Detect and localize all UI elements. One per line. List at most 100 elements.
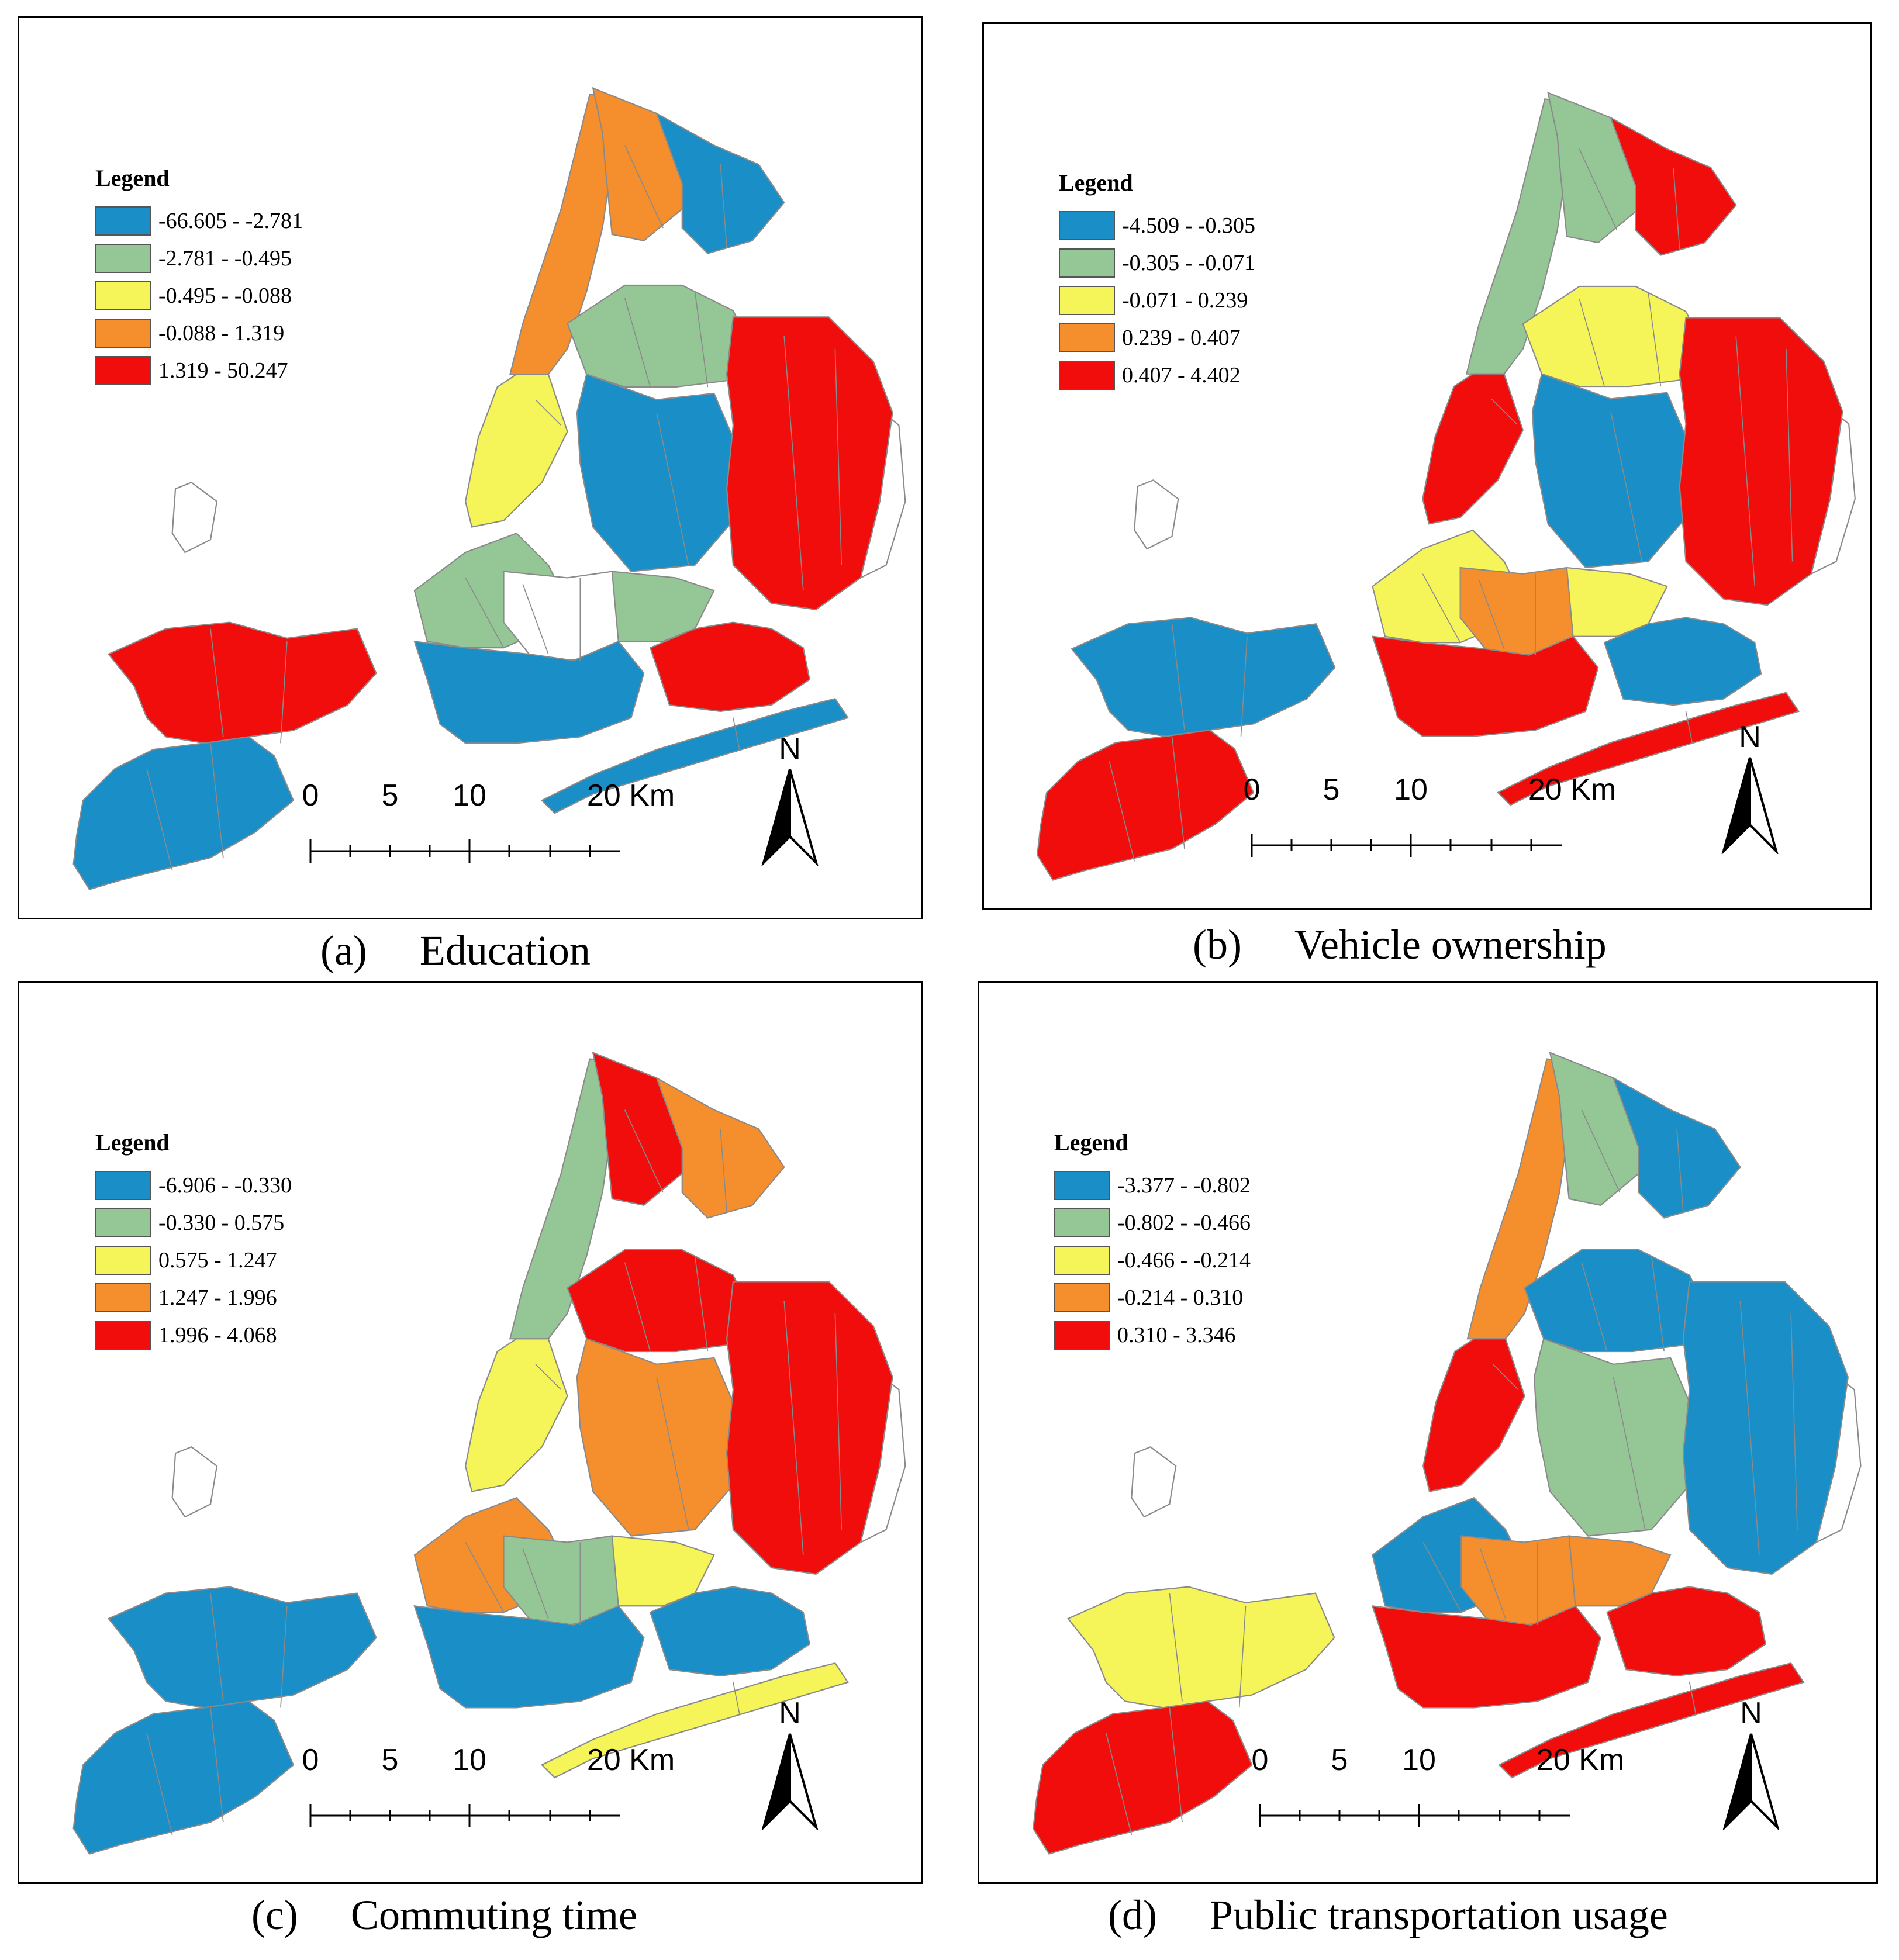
map-region-si-north bbox=[1067, 1586, 1335, 1709]
tract-boundary bbox=[834, 348, 843, 565]
tract-boundary bbox=[465, 1542, 505, 1613]
legend-item: -6.906 - -0.330 bbox=[95, 1167, 292, 1204]
tract-boundary bbox=[1238, 1606, 1247, 1708]
map-region-qn-north bbox=[1524, 1249, 1710, 1353]
map-region-jamaica-bay bbox=[649, 1586, 810, 1677]
scale-label: 5 bbox=[381, 779, 399, 813]
legend-label: -0.330 - 0.575 bbox=[158, 1211, 285, 1235]
legend-item: 0.575 - 1.247 bbox=[95, 1242, 292, 1279]
legend-item: -0.495 - -0.088 bbox=[95, 277, 303, 314]
scale-bar: 0 5 10 20 Km bbox=[1234, 772, 1616, 866]
map-region-bk-south bbox=[1371, 635, 1599, 737]
choropleth-map bbox=[72, 1051, 906, 1855]
tract-boundary bbox=[1786, 348, 1793, 562]
legend-title: Legend bbox=[1059, 170, 1133, 196]
legend-swatch bbox=[1059, 323, 1115, 352]
caption-d: (d) Public transportation usage bbox=[1108, 1891, 1668, 1940]
tract-boundary bbox=[1735, 336, 1756, 587]
scale-label: 10 bbox=[1402, 1743, 1436, 1777]
tract-boundary bbox=[1581, 1262, 1608, 1352]
caption-letter: (d) bbox=[1108, 1892, 1157, 1938]
map-region-qn-east bbox=[726, 316, 893, 611]
scale-ticks bbox=[1251, 834, 1562, 857]
north-arrow-icon bbox=[761, 1733, 819, 1831]
legend-item: 1.319 - 50.247 bbox=[95, 352, 303, 389]
legend: Legend -66.605 - -2.781 -2.781 - -0.495 … bbox=[95, 164, 303, 389]
map-region-bx-east bbox=[655, 1076, 785, 1219]
tract-boundary bbox=[146, 1733, 173, 1835]
legend-item: -0.330 - 0.575 bbox=[95, 1204, 292, 1242]
tract-boundary bbox=[1613, 1377, 1646, 1530]
caption-b: (b) Vehicle ownership bbox=[1193, 921, 1607, 969]
map-region-mn-south bbox=[464, 374, 568, 528]
legend-label: 0.575 - 1.247 bbox=[158, 1248, 277, 1273]
legend-label: -0.466 - -0.214 bbox=[1117, 1248, 1251, 1273]
scale-label: 20 Km bbox=[1528, 773, 1617, 807]
map-region-jamaica-bay bbox=[1603, 617, 1762, 706]
scale-label: 5 bbox=[1323, 773, 1340, 807]
legend-swatch bbox=[1059, 211, 1115, 240]
map-region-qn-north bbox=[567, 1249, 753, 1353]
legend-swatch bbox=[95, 206, 151, 236]
map-region-bx-west bbox=[592, 87, 689, 241]
tract-boundary bbox=[1169, 1593, 1183, 1702]
north-arrow: N bbox=[755, 731, 825, 867]
tract-boundary bbox=[1579, 148, 1618, 231]
legend-item: 0.239 - 0.407 bbox=[1059, 319, 1255, 357]
tract-boundary bbox=[720, 164, 727, 247]
map-region-mn-south bbox=[1422, 1338, 1525, 1492]
map-region-bx-east bbox=[655, 112, 785, 254]
tract-boundary bbox=[1685, 711, 1693, 743]
legend-label: 1.996 - 4.068 bbox=[158, 1323, 277, 1347]
map-region-bx-west bbox=[1549, 1051, 1646, 1206]
map-panel-public-transportation-usage: Legend -3.377 - -0.802 -0.802 - -0.466 -… bbox=[978, 981, 1878, 1884]
legend-label: -3.377 - -0.802 bbox=[1117, 1173, 1251, 1198]
tract-boundary bbox=[1240, 636, 1248, 737]
legend-swatch bbox=[1054, 1208, 1110, 1237]
tract-boundary bbox=[1171, 624, 1185, 731]
scale-label: 10 bbox=[453, 1743, 486, 1777]
legend-label: 0.310 - 3.346 bbox=[1117, 1323, 1236, 1347]
map-region-qn-center bbox=[1531, 373, 1687, 569]
caption-c: (c) Commuting time bbox=[251, 1891, 637, 1940]
map-region-rockaway bbox=[541, 1662, 849, 1779]
map-region-si-north bbox=[107, 1586, 377, 1709]
tract-boundary bbox=[1610, 411, 1643, 562]
map-region-si-south bbox=[1033, 1700, 1253, 1855]
map-region-rockaway bbox=[1497, 692, 1800, 806]
tract-boundary bbox=[522, 1548, 549, 1619]
scale-label: 0 bbox=[302, 779, 319, 813]
map-region-si-south bbox=[72, 1700, 295, 1855]
legend-label: -0.071 - 0.239 bbox=[1122, 288, 1248, 313]
legend-item: 0.407 - 4.402 bbox=[1059, 357, 1255, 394]
legend-title: Legend bbox=[95, 1129, 170, 1156]
legend-label: -0.305 - -0.071 bbox=[1122, 251, 1255, 275]
scale-ticks bbox=[309, 1804, 620, 1827]
legend-item: 0.310 - 3.346 bbox=[1054, 1316, 1251, 1354]
tract-boundary bbox=[720, 1129, 727, 1212]
map-region-qn-center bbox=[576, 1337, 734, 1537]
map-region-si-north bbox=[107, 621, 377, 744]
map-region-jamaica-bay bbox=[649, 621, 810, 713]
scale-label: 0 bbox=[1243, 773, 1261, 807]
north-arrow-icon bbox=[1722, 1733, 1780, 1831]
tract-boundary bbox=[522, 584, 549, 655]
caption-title: Commuting time bbox=[350, 1892, 637, 1938]
north-arrow: N bbox=[1716, 1696, 1786, 1831]
legend-title: Legend bbox=[1054, 1129, 1128, 1156]
tract-boundary bbox=[783, 336, 804, 591]
map-region-si-south bbox=[72, 736, 295, 890]
tract-boundary bbox=[1109, 761, 1135, 862]
legend-item: -4.509 - -0.305 bbox=[1059, 207, 1255, 244]
choropleth-map bbox=[72, 87, 906, 890]
caption-title: Public transportation usage bbox=[1209, 1892, 1668, 1938]
tract-boundary bbox=[1689, 1682, 1697, 1714]
legend-label: -0.088 - 1.319 bbox=[158, 321, 285, 345]
map-panel-vehicle-ownership: Legend -4.509 - -0.305 -0.305 - -0.071 -… bbox=[982, 22, 1872, 910]
tract-boundary bbox=[146, 768, 173, 871]
legend: Legend -6.906 - -0.330 -0.330 - 0.575 0.… bbox=[95, 1129, 292, 1354]
nodata-area bbox=[171, 1446, 218, 1518]
caption-letter: (c) bbox=[251, 1892, 298, 1938]
tract-boundary bbox=[783, 1300, 804, 1555]
legend-label: 0.239 - 0.407 bbox=[1122, 326, 1241, 350]
